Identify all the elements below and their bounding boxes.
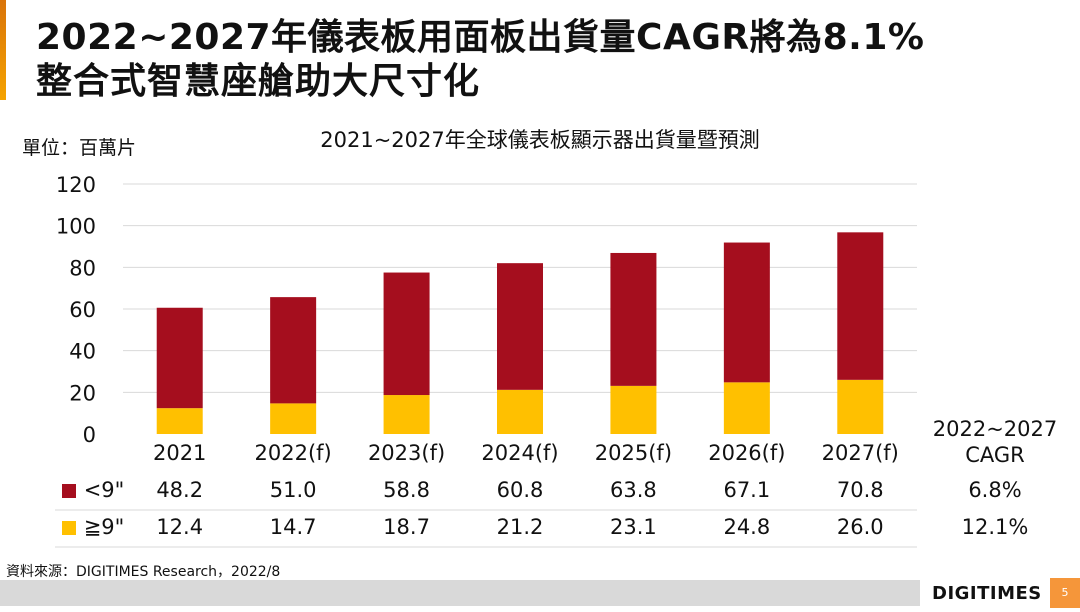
slide-subtitle: 整合式智慧座艙助大尺寸化 <box>36 61 481 102</box>
data-label: 60.8 <box>496 478 544 502</box>
legend-swatch <box>62 484 76 498</box>
data-label: 23.1 <box>610 515 657 539</box>
legend-label: <9" <box>83 478 125 502</box>
data-label: 14.7 <box>269 515 317 539</box>
data-label: 51.0 <box>269 478 317 502</box>
data-label: 58.8 <box>383 478 430 502</box>
data-label: 48.2 <box>156 478 204 502</box>
cagr-header: 2022~2027 <box>932 417 1058 441</box>
bar-segment <box>270 297 317 404</box>
y-tick-label: 20 <box>69 381 96 405</box>
bar-segment <box>383 272 430 396</box>
x-tick-label: 2025(f) <box>594 441 673 465</box>
cagr-value: 6.8% <box>968 478 1022 502</box>
x-tick-label: 2027(f) <box>821 441 899 465</box>
y-tick-label: 80 <box>69 256 96 280</box>
bar-segment <box>383 395 430 434</box>
source-note: 資料來源：DIGITIMES Research，2022/8 <box>6 564 281 580</box>
bar-segment <box>837 232 884 380</box>
bar-segment <box>837 379 884 434</box>
bar-segment <box>723 242 770 383</box>
bar-segment <box>723 382 770 434</box>
bar-segment <box>610 252 657 386</box>
data-label: 67.1 <box>723 478 771 502</box>
cagr-value: 12.1% <box>961 515 1029 539</box>
legend-label: ≧9" <box>83 515 125 539</box>
bar-chart: 0 20 40 60 80 100 120 <box>55 173 917 548</box>
legend-swatch <box>62 521 76 535</box>
x-tick-label: 2021 <box>152 441 207 465</box>
y-tick-label: 60 <box>69 298 96 322</box>
data-label: 63.8 <box>610 478 657 502</box>
footer-bar <box>0 580 920 606</box>
data-label: 70.8 <box>836 478 884 502</box>
x-tick-label: 2026(f) <box>708 441 786 465</box>
data-label: 18.7 <box>383 515 430 539</box>
x-tick-label: 2023(f) <box>367 441 446 465</box>
accent-bar <box>0 0 6 100</box>
page-number: 5 <box>1050 578 1080 608</box>
digitimes-logo: DIGITIMES <box>932 583 1042 604</box>
x-tick-label: 2022(f) <box>254 441 332 465</box>
data-label: 26.0 <box>836 515 884 539</box>
y-tick-label: 40 <box>69 340 96 364</box>
bar-segment <box>497 263 543 390</box>
bar-segment <box>497 389 543 434</box>
x-tick-label: 2024(f) <box>481 441 559 465</box>
unit-label: 單位：百萬片 <box>22 137 137 159</box>
data-label: 24.8 <box>723 515 771 539</box>
y-tick-label: 0 <box>83 423 96 447</box>
cagr-header: CAGR <box>965 443 1025 467</box>
data-label: 12.4 <box>156 515 204 539</box>
data-label: 21.2 <box>496 515 544 539</box>
y-tick-label: 100 <box>56 215 96 239</box>
slide-title: 2022~2027年儀表板用面板出貨量CAGR將為8.1% <box>36 17 925 58</box>
bar-segment <box>156 408 203 434</box>
chart-title: 2021~2027年全球儀表板顯示器出貨量暨預測 <box>320 128 760 152</box>
bar-segment <box>270 403 317 434</box>
y-tick-label: 120 <box>56 173 96 197</box>
bar-segment <box>156 307 203 409</box>
bar-segment <box>610 385 657 434</box>
